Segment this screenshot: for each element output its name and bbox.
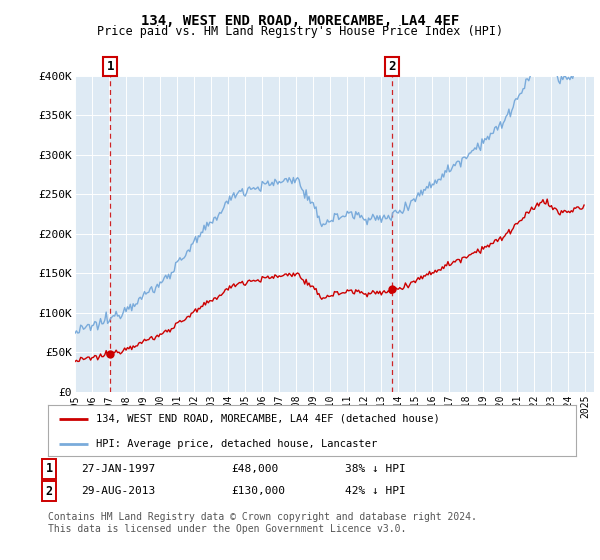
Text: 134, WEST END ROAD, MORECAMBE, LA4 4EF: 134, WEST END ROAD, MORECAMBE, LA4 4EF <box>141 14 459 28</box>
Text: 2: 2 <box>389 60 396 73</box>
Text: 42% ↓ HPI: 42% ↓ HPI <box>345 486 406 496</box>
Text: Price paid vs. HM Land Registry's House Price Index (HPI): Price paid vs. HM Land Registry's House … <box>97 25 503 38</box>
Text: 134, WEST END ROAD, MORECAMBE, LA4 4EF (detached house): 134, WEST END ROAD, MORECAMBE, LA4 4EF (… <box>95 414 439 424</box>
Text: 2: 2 <box>46 484 53 498</box>
Text: 1: 1 <box>46 462 53 475</box>
Text: Contains HM Land Registry data © Crown copyright and database right 2024.
This d: Contains HM Land Registry data © Crown c… <box>48 512 477 534</box>
Text: 27-JAN-1997: 27-JAN-1997 <box>81 464 155 474</box>
Text: HPI: Average price, detached house, Lancaster: HPI: Average price, detached house, Lanc… <box>95 438 377 449</box>
Text: £48,000: £48,000 <box>231 464 278 474</box>
Text: 29-AUG-2013: 29-AUG-2013 <box>81 486 155 496</box>
Text: 1: 1 <box>106 60 114 73</box>
Text: £130,000: £130,000 <box>231 486 285 496</box>
Text: 38% ↓ HPI: 38% ↓ HPI <box>345 464 406 474</box>
